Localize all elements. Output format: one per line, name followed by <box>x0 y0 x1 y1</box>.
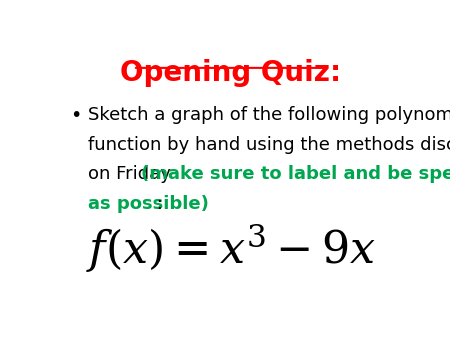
Text: $f(x) = x^3 - 9x$: $f(x) = x^3 - 9x$ <box>86 222 376 275</box>
Text: (make sure to label and be specific: (make sure to label and be specific <box>141 166 450 184</box>
Text: on Friday: on Friday <box>88 166 176 184</box>
Text: Sketch a graph of the following polynomial: Sketch a graph of the following polynomi… <box>88 105 450 124</box>
Text: as possible): as possible) <box>88 195 208 213</box>
Text: :: : <box>151 195 163 213</box>
Text: Opening Quiz:: Opening Quiz: <box>120 59 341 87</box>
Text: •: • <box>70 105 81 125</box>
Text: function by hand using the methods discussed: function by hand using the methods discu… <box>88 136 450 153</box>
